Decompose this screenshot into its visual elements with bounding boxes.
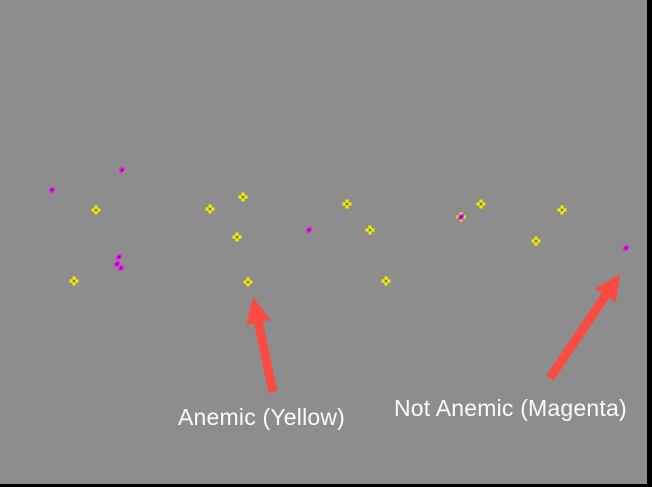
not-anemic-point-marker	[306, 227, 312, 233]
anemic-point-marker	[243, 277, 253, 287]
not-anemic-point-marker	[623, 245, 629, 251]
anemic-label: Anemic (Yellow)	[178, 404, 346, 430]
anemic-point-marker	[91, 205, 101, 215]
anemic-point-marker	[557, 205, 567, 215]
anemic-point-marker	[232, 232, 242, 242]
anemic-point-marker	[69, 276, 79, 286]
not-anemic-point-marker	[49, 187, 55, 193]
anemic-point-marker	[365, 225, 375, 235]
anemic-point-marker	[342, 199, 352, 209]
not-anemic-point-marker	[114, 261, 120, 267]
not-anemic-arrow	[546, 274, 620, 381]
anemic-point-marker	[476, 199, 486, 209]
not-anemic-point-marker	[116, 254, 122, 260]
not-anemic-point-marker	[119, 167, 125, 173]
anemic-point-marker	[238, 192, 248, 202]
anemic-point-marker	[205, 204, 215, 214]
not-anemic-point-marker	[458, 214, 464, 220]
anemic-point-marker	[531, 236, 541, 246]
not-anemic-point-marker	[118, 265, 124, 271]
not-anemic-label: Not Anemic (Magenta)	[394, 395, 627, 421]
anemic-arrow	[246, 297, 278, 393]
anemic-point-marker	[381, 276, 391, 286]
